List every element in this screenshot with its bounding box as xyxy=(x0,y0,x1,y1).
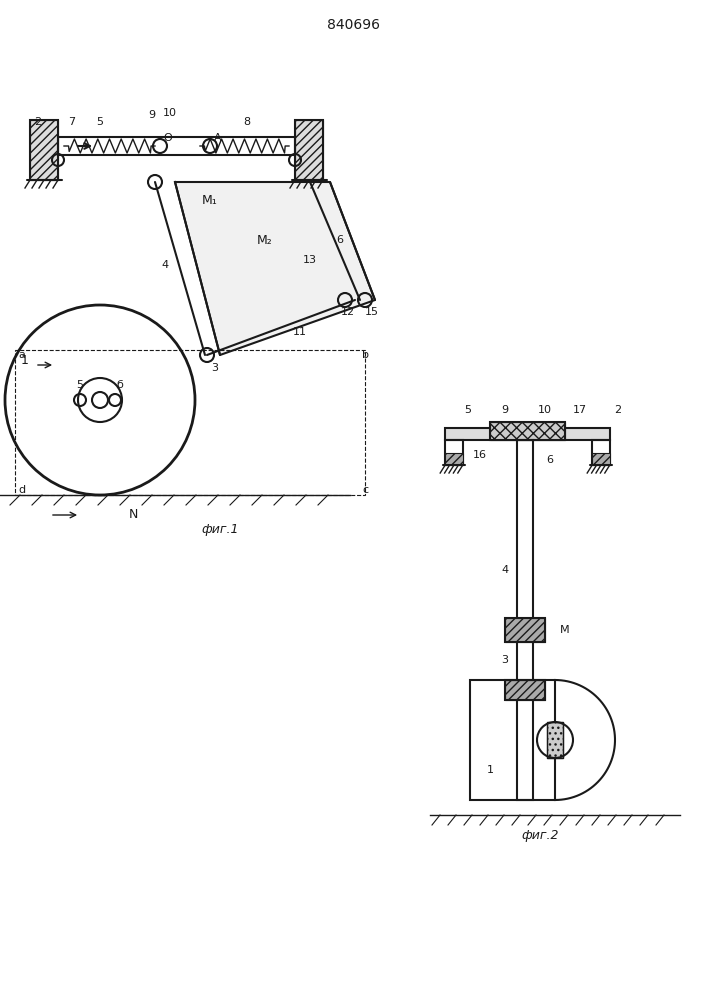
Text: d: d xyxy=(18,485,25,495)
Text: 6: 6 xyxy=(337,235,344,245)
Text: 11: 11 xyxy=(293,327,307,337)
Bar xyxy=(445,440,463,465)
Text: 13: 13 xyxy=(303,255,317,265)
Bar xyxy=(505,618,545,642)
Bar xyxy=(592,440,610,465)
Text: 5: 5 xyxy=(76,380,83,390)
Text: 17: 17 xyxy=(573,405,587,415)
Text: 16: 16 xyxy=(473,450,487,460)
Bar xyxy=(15,350,365,495)
Bar xyxy=(30,120,58,180)
Text: O: O xyxy=(163,133,173,143)
Bar xyxy=(58,137,295,155)
Text: 7: 7 xyxy=(69,117,76,127)
Bar xyxy=(505,680,545,700)
Text: 3: 3 xyxy=(211,363,218,373)
Text: 840696: 840696 xyxy=(327,18,380,32)
Text: 8: 8 xyxy=(243,117,250,127)
Text: 5: 5 xyxy=(464,405,472,415)
Text: 15: 15 xyxy=(365,307,379,317)
Bar xyxy=(490,422,565,440)
Bar xyxy=(445,453,463,465)
Text: 1: 1 xyxy=(21,354,29,366)
Bar xyxy=(547,722,563,758)
Text: b: b xyxy=(362,350,369,360)
Text: 4: 4 xyxy=(161,260,168,270)
Text: A: A xyxy=(214,133,222,143)
Bar xyxy=(490,422,565,440)
Text: M: M xyxy=(560,625,570,635)
Text: 2: 2 xyxy=(35,117,42,127)
Bar xyxy=(445,428,610,440)
Text: N: N xyxy=(128,508,138,522)
Text: фиг.1: фиг.1 xyxy=(201,524,239,536)
Text: 2: 2 xyxy=(614,405,621,415)
Text: 1: 1 xyxy=(486,765,493,775)
Text: 6: 6 xyxy=(547,455,554,465)
Bar xyxy=(295,120,323,180)
Text: б: б xyxy=(117,380,124,390)
Text: 4: 4 xyxy=(501,565,508,575)
Text: 10: 10 xyxy=(163,108,177,118)
Text: a: a xyxy=(18,350,25,360)
Text: 12: 12 xyxy=(341,307,355,317)
Text: 3: 3 xyxy=(501,655,508,665)
Bar xyxy=(470,680,555,800)
Text: M₁: M₁ xyxy=(202,194,218,207)
Bar xyxy=(547,722,563,758)
Text: M₂: M₂ xyxy=(257,233,273,246)
Polygon shape xyxy=(175,182,375,355)
Text: c: c xyxy=(362,485,368,495)
Text: 9: 9 xyxy=(148,110,156,120)
Bar xyxy=(517,440,533,800)
Bar xyxy=(295,120,323,180)
Bar xyxy=(505,618,545,642)
Bar xyxy=(505,680,545,700)
Bar xyxy=(592,453,610,465)
Text: 9: 9 xyxy=(501,405,508,415)
Bar xyxy=(30,120,58,180)
Text: 10: 10 xyxy=(538,405,552,415)
Text: 5: 5 xyxy=(96,117,103,127)
Text: фиг.2: фиг.2 xyxy=(521,828,559,842)
